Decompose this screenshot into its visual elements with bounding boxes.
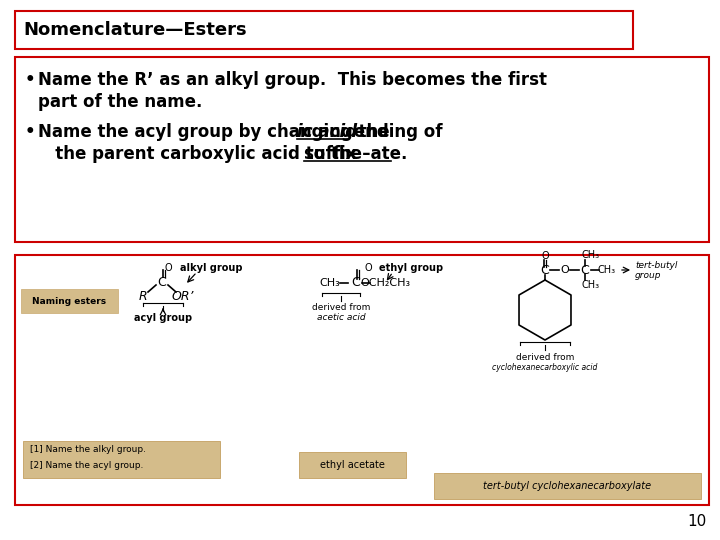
Text: ending of: ending of <box>348 123 442 141</box>
Text: OR’: OR’ <box>172 289 194 302</box>
Text: C: C <box>351 276 361 289</box>
Text: cyclohexanecarboxylic acid: cyclohexanecarboxylic acid <box>492 362 598 372</box>
Text: the parent carboxylic acid to the: the parent carboxylic acid to the <box>38 145 368 163</box>
Text: O: O <box>164 263 172 273</box>
Text: ethyl group: ethyl group <box>379 263 443 273</box>
Text: Nomenclature—Esters: Nomenclature—Esters <box>23 21 247 39</box>
Text: part of the name.: part of the name. <box>38 93 202 111</box>
FancyBboxPatch shape <box>21 289 118 313</box>
Text: derived from: derived from <box>516 353 574 361</box>
Text: C: C <box>541 264 549 276</box>
FancyBboxPatch shape <box>434 473 701 499</box>
Text: suffix –ate.: suffix –ate. <box>305 145 408 163</box>
Text: O: O <box>561 265 570 275</box>
Text: tert-butyl cyclohexanecarboxylate: tert-butyl cyclohexanecarboxylate <box>483 481 651 491</box>
Text: [1] Name the alkyl group.: [1] Name the alkyl group. <box>30 446 146 455</box>
Text: •: • <box>25 123 35 141</box>
FancyBboxPatch shape <box>299 452 406 478</box>
Bar <box>15 11 633 49</box>
Text: [2] Name the acyl group.: [2] Name the acyl group. <box>30 461 143 469</box>
Text: CH₃: CH₃ <box>582 280 600 290</box>
Text: R: R <box>139 289 148 302</box>
Text: Name the R’ as an alkyl group.  This becomes the first: Name the R’ as an alkyl group. This beco… <box>38 71 547 89</box>
Text: C: C <box>158 275 166 288</box>
Text: Naming esters: Naming esters <box>32 296 106 306</box>
Text: ic acid: ic acid <box>297 123 357 141</box>
Text: acetic acid: acetic acid <box>317 314 365 322</box>
Text: OCH₂CH₃: OCH₂CH₃ <box>360 278 410 288</box>
Bar <box>15 57 709 242</box>
Text: CH₃: CH₃ <box>320 278 341 288</box>
Text: CH₃: CH₃ <box>598 265 616 275</box>
Text: ethyl acetate: ethyl acetate <box>320 460 384 470</box>
Text: 10: 10 <box>688 515 706 530</box>
Text: alkyl group: alkyl group <box>180 263 243 273</box>
Text: •: • <box>25 71 35 89</box>
Text: acyl group: acyl group <box>134 313 192 323</box>
Bar <box>15 255 709 505</box>
FancyBboxPatch shape <box>23 441 220 478</box>
Text: Name the acyl group by changing the: Name the acyl group by changing the <box>38 123 395 141</box>
Text: C: C <box>580 264 590 276</box>
Text: CH₃: CH₃ <box>582 250 600 260</box>
Text: tert-butyl: tert-butyl <box>635 261 678 271</box>
Text: derived from: derived from <box>312 303 370 313</box>
Text: O: O <box>364 263 372 273</box>
Text: group: group <box>635 272 662 280</box>
Text: O: O <box>541 251 549 261</box>
